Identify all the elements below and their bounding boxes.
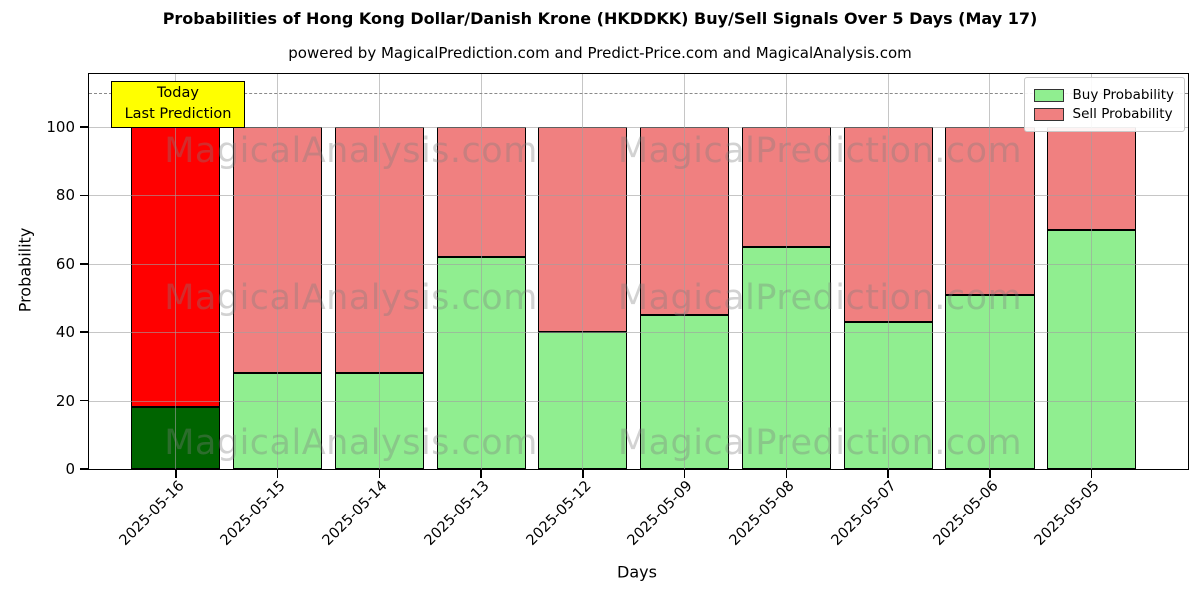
x-tick-mark bbox=[175, 470, 177, 478]
x-tick-mark bbox=[989, 470, 991, 478]
watermark-analysis: MagicalAnalysis.com bbox=[164, 278, 538, 318]
y-tick-mark bbox=[80, 194, 88, 197]
vertical-gridline bbox=[582, 74, 584, 469]
watermark-prediction: MagicalPrediction.com bbox=[617, 278, 1023, 318]
x-tick-mark bbox=[887, 470, 889, 478]
watermark-prediction: MagicalPrediction.com bbox=[617, 423, 1023, 463]
vertical-gridline bbox=[684, 74, 686, 469]
x-tick-label: 2025-05-14 bbox=[319, 478, 391, 549]
watermark-analysis: MagicalAnalysis.com bbox=[164, 423, 538, 463]
plot-area: MagicalAnalysis.com MagicalPrediction.co… bbox=[46, 73, 1189, 549]
y-tick-mark bbox=[80, 331, 88, 333]
y-tick-label: 60 bbox=[55, 254, 75, 273]
y-tick-label: 100 bbox=[46, 118, 75, 136]
buy-swatch-icon bbox=[1033, 88, 1064, 102]
x-tick-mark bbox=[276, 470, 279, 478]
x-tick-mark bbox=[480, 470, 482, 478]
y-tick-mark bbox=[80, 468, 88, 470]
vertical-gridline bbox=[175, 74, 177, 469]
legend-sell-label: Sell Probability bbox=[1072, 106, 1173, 122]
x-tick-mark bbox=[582, 470, 584, 478]
x-tick-label: 2025-05-15 bbox=[217, 478, 289, 549]
legend-item-buy: Buy Probability bbox=[1033, 87, 1174, 103]
watermark-prediction: MagicalPrediction.com bbox=[617, 131, 1023, 171]
vertical-gridline bbox=[480, 74, 482, 469]
vertical-gridline bbox=[989, 74, 991, 469]
legend: Buy Probability Sell Probability bbox=[1023, 77, 1185, 132]
x-tick-mark bbox=[683, 470, 686, 478]
y-tick-mark bbox=[80, 126, 88, 128]
x-tick-label: 2025-05-09 bbox=[625, 478, 696, 549]
x-tick-label: 2025-05-06 bbox=[930, 478, 1002, 549]
watermark-analysis: MagicalAnalysis.com bbox=[164, 131, 538, 171]
x-axis-title: Days bbox=[617, 562, 657, 582]
legend-buy-label: Buy Probability bbox=[1072, 87, 1174, 103]
x-tick-label: 2025-05-16 bbox=[116, 478, 188, 549]
horizontal-gridline bbox=[89, 400, 1188, 402]
x-tick-mark bbox=[1090, 470, 1093, 478]
vertical-gridline bbox=[1091, 74, 1093, 469]
y-tick-label: 0 bbox=[65, 460, 75, 478]
horizontal-gridline bbox=[89, 332, 1188, 334]
sell-swatch-icon bbox=[1033, 107, 1064, 121]
vertical-gridline bbox=[887, 74, 889, 469]
today-annotation: Today Last Prediction bbox=[111, 81, 245, 128]
y-tick-mark bbox=[80, 263, 88, 265]
legend-item-sell: Sell Probability bbox=[1033, 106, 1174, 122]
x-tick-mark bbox=[785, 470, 788, 478]
y-tick-label: 20 bbox=[55, 391, 75, 410]
vertical-gridline bbox=[277, 74, 279, 469]
x-tick-label: 2025-05-05 bbox=[1032, 478, 1104, 549]
x-tick-mark bbox=[378, 470, 381, 478]
x-tick-label: 2025-05-08 bbox=[726, 478, 798, 549]
horizontal-gridline bbox=[89, 195, 1188, 197]
horizontal-gridline bbox=[89, 263, 1188, 265]
y-tick-label: 80 bbox=[55, 186, 75, 205]
y-tick-mark bbox=[80, 399, 88, 402]
horizontal-gridline bbox=[89, 127, 1188, 128]
chart-subtitle: powered by MagicalPrediction.com and Pre… bbox=[288, 44, 912, 62]
today-annotation-line2: Last Prediction bbox=[124, 106, 232, 123]
y-tick-label: 40 bbox=[55, 323, 75, 342]
x-tick-label: 2025-05-07 bbox=[828, 478, 900, 549]
vertical-gridline bbox=[378, 74, 380, 469]
today-annotation-line1: Today bbox=[157, 85, 199, 101]
x-tick-label: 2025-05-13 bbox=[421, 478, 493, 549]
threshold-dashed-line bbox=[89, 92, 1188, 94]
chart-title: Probabilities of Hong Kong Dollar/Danish… bbox=[162, 9, 1038, 28]
x-tick-label: 2025-05-12 bbox=[523, 478, 595, 549]
vertical-gridline bbox=[785, 74, 787, 469]
